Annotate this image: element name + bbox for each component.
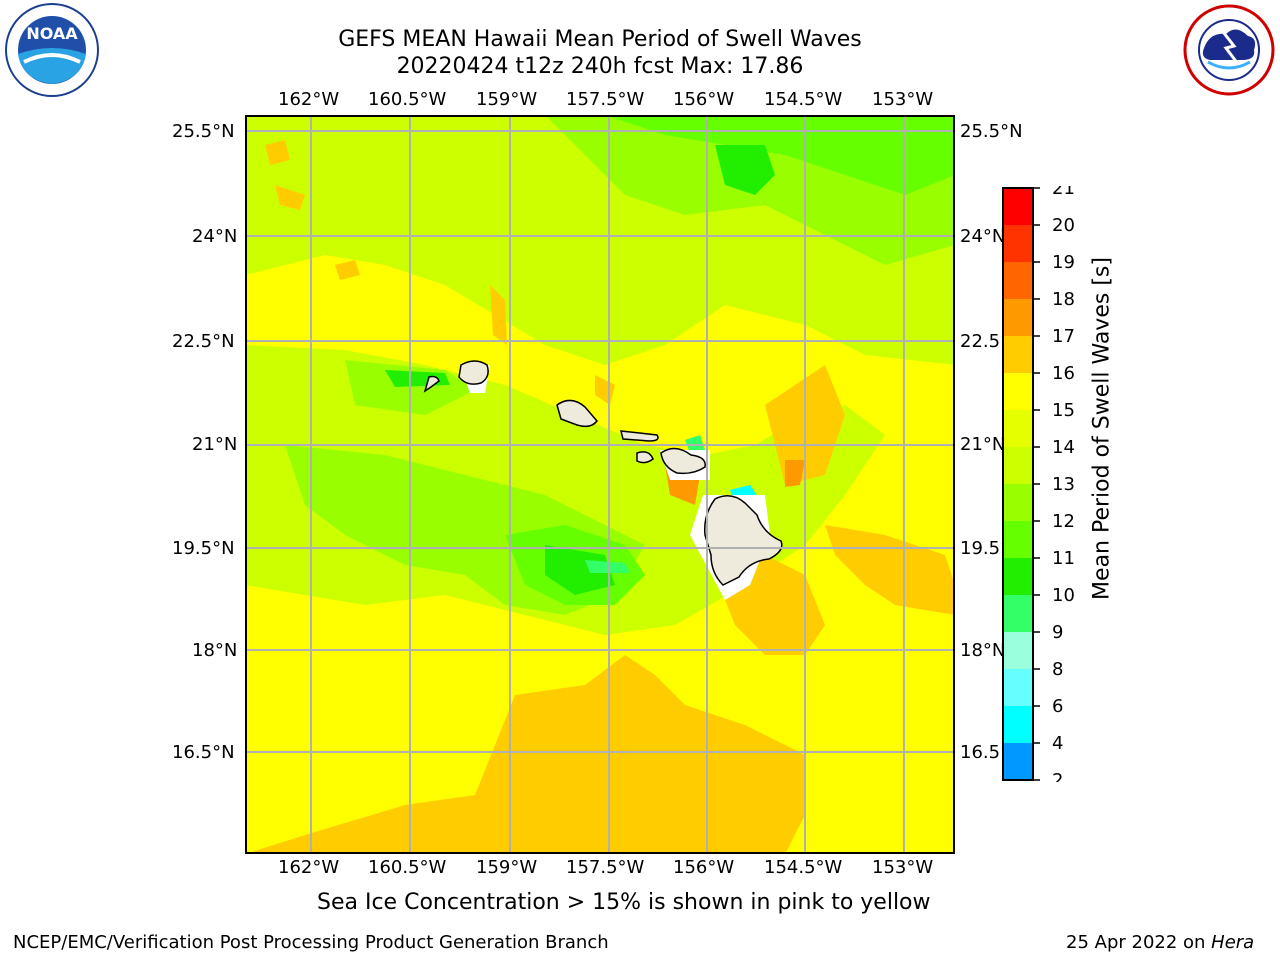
colorbar-block [1003,632,1033,670]
colorbar-block [1003,669,1033,707]
colorbar-tick-label: 2 [1052,770,1063,782]
colorbar-block [1003,558,1033,596]
swell-zone-17s [785,460,805,487]
colorbar-block [1003,447,1033,485]
colorbar-tick-label: 19 [1052,252,1075,273]
map-panel [245,115,955,854]
colorbar-block [1003,373,1033,411]
lon-label-top: 154.5°W [764,89,843,110]
colorbar-block [1003,410,1033,448]
lon-label-top: 159°W [476,89,538,110]
colorbar-tick-label: 15 [1052,400,1075,421]
swell-zone-12s [605,115,955,195]
colorbar-block [1003,299,1033,337]
lat-label-left: 18°N [192,640,238,661]
colorbar-block [1003,743,1033,781]
colorbar-tick-label: 20 [1052,215,1075,236]
lat-label-left: 25.5°N [172,121,235,142]
lat-label-left: 16.5°N [172,742,235,763]
lon-label-top: 153°W [872,89,934,110]
colorbar-tick-label: 11 [1052,548,1075,569]
chart-title: GEFS MEAN Hawaii Mean Period of Swell Wa… [338,27,862,52]
lon-label-bottom: 160.5°W [368,857,447,878]
noaa-logo: NOAA [5,3,99,97]
swell-zone-16s [275,185,305,210]
colorbar-tick-label: 4 [1052,733,1063,754]
colorbar-block [1003,484,1033,522]
island-maui [660,447,706,475]
lon-label-bottom: 157.5°W [566,857,645,878]
colorbar-tick-label: 10 [1052,585,1075,606]
sea-ice-caption: Sea Ice Concentration > 15% is shown in … [317,890,931,915]
footer-left: NCEP/EMC/Verification Post Processing Pr… [13,932,609,953]
lon-label-top: 162°W [278,89,340,110]
swell-zone-10s [585,560,630,573]
swell-zone-16s [490,285,507,345]
lon-label-top: 160.5°W [368,89,447,110]
island-oahu [556,399,598,428]
footer-host: Hera [1211,932,1255,953]
colorbar-tick-label: 6 [1052,696,1063,717]
footer-date: 25 Apr 2022 on [1066,932,1212,953]
colorbar-block [1003,188,1033,226]
nws-logo [1183,4,1275,96]
svg-text:NOAA: NOAA [26,24,78,43]
swell-zone-16s [245,655,805,854]
colorbar: 21 20 19 18 17 16 15 14 13 12 11 10 9 8 6 4 2 [1002,186,1075,782]
lat-label-right: 18°N [960,640,1006,661]
lon-label-top: 156°W [673,89,735,110]
graticule [245,115,955,854]
map-frame [245,115,955,854]
colorbar-block [1003,262,1033,300]
colorbar-block [1003,521,1033,559]
lon-label-bottom: 162°W [278,857,340,878]
lat-label-right: 24°N [960,226,1006,247]
swell-zone-11s [545,545,615,595]
lat-label-right: 25.5°N [960,121,1023,142]
lat-label-left: 22.5°N [172,331,235,352]
colorbar-tick-label: 12 [1052,511,1075,532]
lat-label-left: 19.5°N [172,538,235,559]
colorbar-label: Mean Period of Swell Waves [s] [1089,257,1115,600]
island-lanai [636,451,654,464]
colorbar-block [1003,595,1033,633]
lat-label-right: 21°N [960,434,1006,455]
lon-label-bottom: 156°W [673,857,735,878]
footer-right: 25 Apr 2022 on Hera [1066,932,1254,953]
colorbar-tick-label: 13 [1052,474,1075,495]
colorbar-tick-label: 16 [1052,363,1075,384]
colorbar-tick-label: 8 [1052,659,1063,680]
colorbar-block [1003,336,1033,374]
swell-zone-16s [265,140,290,165]
swell-zone-16s [335,260,360,280]
colorbar-label-wrap: Mean Period of Swell Waves [s] [1082,176,1118,676]
colorbar-tick-label: 14 [1052,437,1075,458]
colorbar-block [1003,706,1033,744]
colorbar-tick-label: 18 [1052,289,1075,310]
island-molokai [620,430,659,442]
lat-label-left: 24°N [192,226,238,247]
chart-subtitle: 20220424 t12z 240h fcst Max: 17.86 [396,54,804,79]
lon-label-bottom: 154.5°W [764,857,843,878]
lon-label-bottom: 159°W [476,857,538,878]
island-kauai [458,360,489,385]
lon-label-top: 157.5°W [566,89,645,110]
colorbar-tick-label: 21 [1052,186,1075,199]
colorbar-tick-label: 9 [1052,622,1063,643]
island-niihau [423,375,440,393]
lon-label-bottom: 153°W [872,857,934,878]
lat-label-left: 21°N [192,434,238,455]
colorbar-block [1003,225,1033,263]
swell-zone-11s [715,145,775,195]
colorbar-tick-label: 17 [1052,326,1075,347]
